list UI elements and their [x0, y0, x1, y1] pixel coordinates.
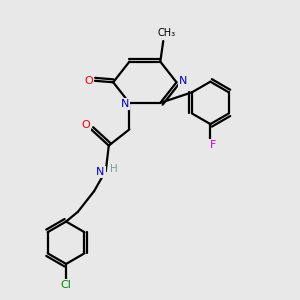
- Text: CH₃: CH₃: [157, 28, 175, 38]
- Text: F: F: [209, 140, 216, 150]
- Text: H: H: [110, 164, 118, 174]
- Text: Cl: Cl: [61, 280, 71, 290]
- Text: O: O: [81, 120, 90, 130]
- Text: N: N: [121, 99, 129, 110]
- Text: N: N: [179, 76, 187, 86]
- Text: O: O: [84, 76, 93, 86]
- Text: N: N: [96, 167, 105, 177]
